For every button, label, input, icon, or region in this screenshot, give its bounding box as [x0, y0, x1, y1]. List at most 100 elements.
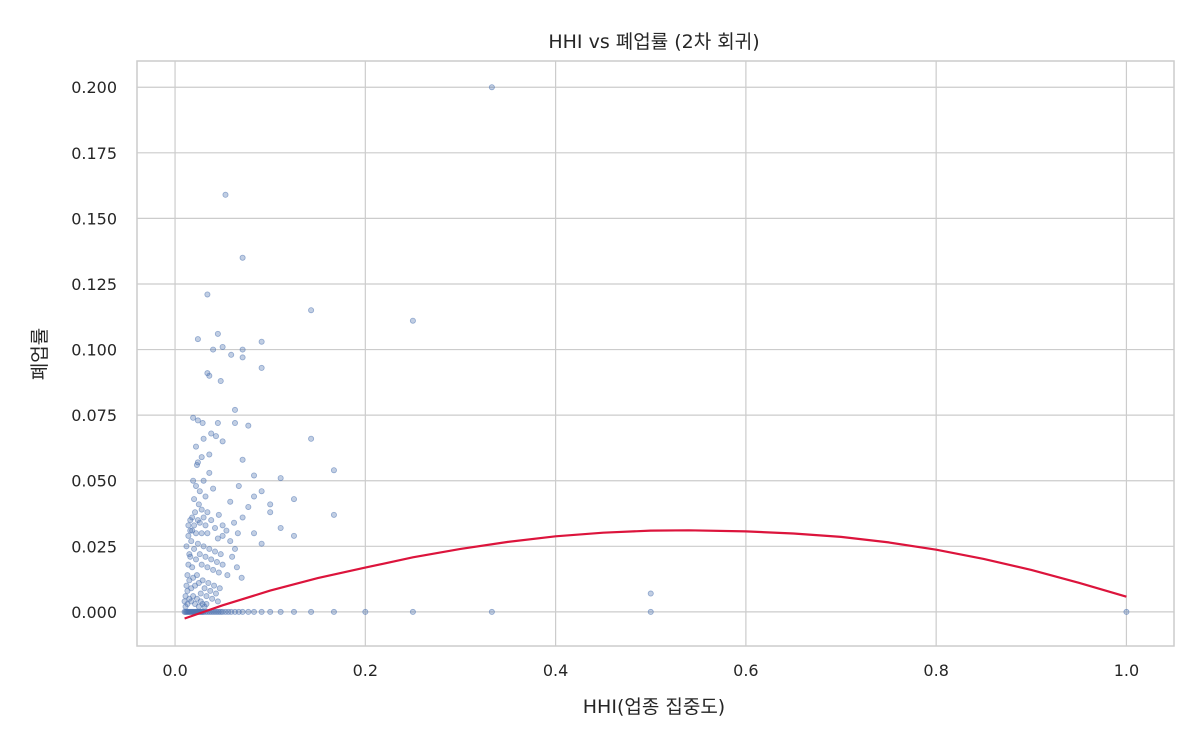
scatter-point — [198, 506, 205, 513]
scatter-point — [267, 608, 274, 615]
scatter-point — [290, 496, 297, 503]
scatter-point — [239, 456, 246, 463]
scatter-point — [330, 467, 337, 474]
scatter-point — [213, 559, 220, 566]
scatter-point — [235, 482, 242, 489]
scatter-point — [290, 532, 297, 539]
scatter-point — [258, 608, 265, 615]
chart-title: HHI vs 폐업률 (2차 회귀) — [548, 31, 759, 53]
scatter-point — [203, 593, 210, 600]
scatter-point — [239, 354, 246, 361]
y-axis-ticks: 0.000 0.025 0.050 0.075 0.100 0.125 0.150 0.175… — [71, 78, 117, 622]
scatter-point — [224, 572, 231, 579]
scatter-point — [196, 551, 203, 558]
scatter-point — [234, 530, 241, 537]
scatter-point — [192, 556, 199, 563]
grid — [137, 61, 1174, 646]
scatter-point — [200, 477, 207, 484]
scatter-point — [219, 522, 226, 529]
scatter-point — [228, 351, 235, 358]
scatter-point — [194, 336, 201, 343]
y-tick-label: 0.200 — [71, 78, 117, 97]
scatter-point — [201, 585, 208, 592]
scatter-point — [196, 519, 203, 526]
scatter-point — [204, 530, 211, 537]
scatter-point — [200, 514, 207, 521]
scatter-point — [258, 488, 265, 495]
scatter-point — [488, 84, 495, 91]
scatter-point — [207, 587, 214, 594]
scatter-point — [290, 608, 297, 615]
scatter-point — [212, 433, 219, 440]
scatter-point — [245, 503, 252, 510]
scatter-point — [251, 493, 258, 500]
scatter-point — [183, 582, 190, 589]
y-tick-label: 0.125 — [71, 275, 117, 294]
scatter-point — [206, 372, 213, 379]
scatter-point — [251, 530, 258, 537]
scatter-point — [212, 524, 219, 531]
scatter-point — [198, 530, 205, 537]
scatter-point — [215, 569, 222, 576]
scatter-point — [212, 548, 219, 555]
scatter-point — [191, 545, 198, 552]
x-tick-label: 0.6 — [733, 661, 758, 680]
scatter-point — [199, 577, 206, 584]
scatter-point — [233, 564, 240, 571]
scatter-point — [192, 509, 199, 516]
scatter-point — [362, 608, 369, 615]
scatter-point — [217, 378, 224, 385]
scatter-point — [200, 543, 207, 550]
scatter-point — [187, 553, 194, 560]
scatter-point — [231, 545, 238, 552]
scatter-point — [258, 338, 265, 345]
fit-line-group — [184, 529, 1127, 620]
scatter-point — [187, 527, 194, 534]
scatter-point — [239, 608, 246, 615]
scatter-point — [192, 443, 199, 450]
scatter-point — [267, 501, 274, 508]
y-tick-label: 0.150 — [71, 209, 117, 228]
scatter-point — [409, 608, 416, 615]
scatter-point — [258, 540, 265, 547]
scatter-point — [245, 422, 252, 429]
scatter-point — [211, 582, 218, 589]
x-tick-label: 0.4 — [543, 661, 568, 680]
scatter-point — [330, 608, 337, 615]
scatter-point — [205, 580, 212, 587]
scatter-point — [192, 530, 199, 537]
y-axis-title: 폐업률 — [29, 328, 51, 380]
scatter-point — [251, 472, 258, 479]
scatter-point — [200, 435, 207, 442]
scatter-point — [192, 482, 199, 489]
x-tick-label: 0.2 — [353, 661, 378, 680]
scatter-point — [191, 522, 198, 529]
scatter-point — [267, 509, 274, 516]
scatter-point — [231, 406, 238, 413]
scatter-point — [330, 511, 337, 518]
scatter-point — [215, 511, 222, 518]
scatter-point — [188, 538, 195, 545]
scatter-points — [181, 84, 1130, 615]
scatter-point — [214, 598, 221, 605]
scatter-point — [227, 498, 234, 505]
scatter-point — [208, 430, 215, 437]
scatter-point — [185, 522, 192, 529]
scatter-point — [194, 540, 201, 547]
scatter-point — [1123, 608, 1130, 615]
scatter-point — [308, 307, 315, 314]
scatter-point — [277, 608, 284, 615]
scatter-point — [193, 572, 200, 579]
y-tick-label: 0.025 — [71, 537, 117, 556]
scatter-point — [210, 346, 217, 353]
scatter-point — [647, 608, 654, 615]
scatter-point — [212, 590, 219, 597]
scatter-point — [219, 343, 226, 350]
scatter-point — [409, 317, 416, 324]
scatter-point — [193, 461, 200, 468]
scatter-point — [231, 519, 238, 526]
scatter-point — [198, 454, 205, 461]
scatter-point — [191, 496, 198, 503]
